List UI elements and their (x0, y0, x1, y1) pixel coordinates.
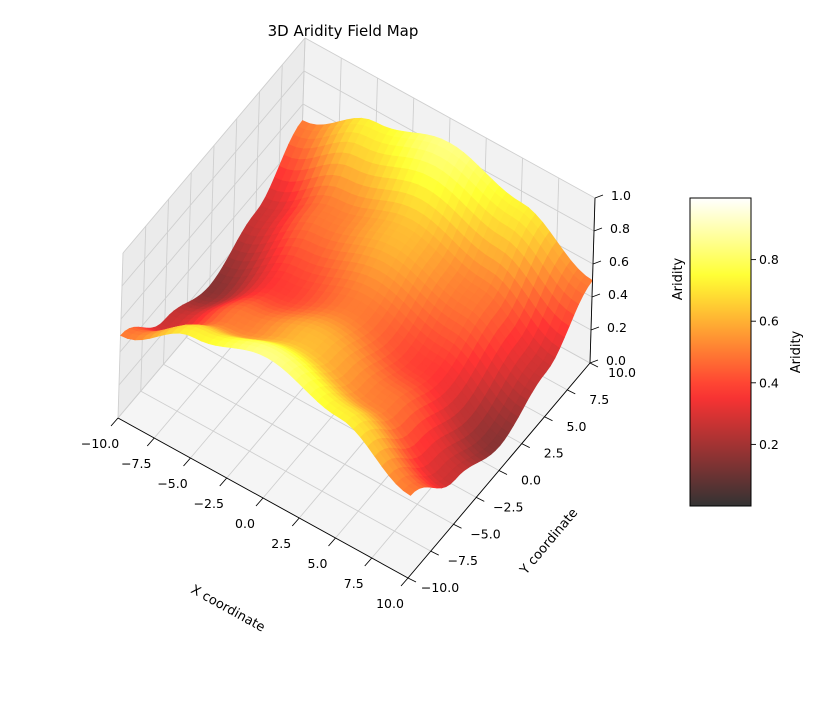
y-tick (521, 443, 530, 449)
y-tick (407, 577, 417, 583)
x-tick-label: 5.0 (308, 556, 328, 571)
grid-line (122, 37, 596, 254)
y-axis-label: Y coordinate (517, 506, 581, 579)
z-tick-label: 0.8 (610, 221, 630, 236)
z-tick (591, 293, 601, 298)
x-tick-label: 10.0 (376, 596, 404, 611)
z-tick-label: 0.2 (607, 320, 627, 335)
colorbar-gradient (689, 197, 752, 507)
chart-title: 3D Aridity Field Map (268, 22, 419, 40)
x-tick (255, 497, 264, 507)
y-tick-label: −5.0 (470, 526, 500, 541)
z-tick-label: 0.6 (609, 254, 629, 269)
colorbar-tick-label: 0.2 (759, 437, 779, 452)
z-tick-label: 0.0 (606, 353, 626, 368)
x-tick (219, 477, 228, 487)
z-axis-label: Aridity (671, 257, 686, 300)
y-tick-label: −2.5 (493, 499, 523, 514)
y-tick-label: 10.0 (608, 365, 636, 380)
z-tick-label: 1.0 (611, 188, 631, 203)
y-tick-label: −10.0 (421, 580, 459, 595)
x-axis-label: X coordinate (188, 582, 267, 635)
y-tick-label: 2.5 (544, 446, 564, 461)
y-tick (589, 362, 599, 368)
z-tick (592, 260, 602, 265)
y-tick-label: 0.0 (521, 473, 541, 488)
x-tick-label: −2.5 (194, 496, 224, 511)
z-tick (590, 326, 600, 331)
z-axis-line (589, 197, 596, 364)
x-tick-label: 0.0 (235, 516, 255, 531)
y-tick (430, 550, 439, 556)
colorbar-label: Aridity (789, 330, 804, 373)
x-tick-label: −10.0 (81, 436, 119, 451)
colorbar-tick-label: 0.6 (759, 314, 779, 329)
surface-plot (119, 117, 593, 496)
x-tick-label: −5.0 (157, 476, 187, 491)
x-tick-label: −7.5 (121, 456, 151, 471)
x-tick (364, 557, 373, 567)
y-tick (567, 389, 576, 395)
x-tick (110, 417, 119, 427)
x-tick (328, 537, 336, 547)
x-tick-label: 7.5 (344, 576, 364, 591)
x-tick (291, 517, 300, 527)
y-tick (544, 416, 553, 422)
y-tick (476, 496, 485, 502)
colorbar: 0.2 0.4 0.6 0.8 Aridity (689, 197, 804, 507)
y-tick-label: 7.5 (589, 392, 609, 407)
colorbar-ticks: 0.2 0.4 0.6 0.8 (751, 252, 779, 452)
colorbar-tick-label: 0.8 (759, 252, 779, 267)
surface-patch (402, 485, 416, 496)
y-tick (453, 523, 462, 529)
colorbar-tick-label: 0.4 (759, 375, 779, 390)
y-tick-label: −7.5 (448, 553, 478, 568)
y-tick-label: 5.0 (567, 419, 587, 434)
y-tick (498, 470, 508, 475)
x-tick (400, 577, 409, 587)
z-tick (589, 359, 599, 364)
tick-group: −10.0−7.5−5.0−2.50.02.55.07.510.0−10.0−7… (81, 188, 636, 611)
grid-line (121, 70, 595, 287)
x-tick (183, 457, 191, 467)
z-tick (594, 194, 604, 199)
z-tick (593, 227, 603, 232)
x-tick (146, 437, 155, 447)
x-tick-label: 2.5 (271, 536, 291, 551)
z-tick-label: 0.4 (608, 287, 628, 302)
